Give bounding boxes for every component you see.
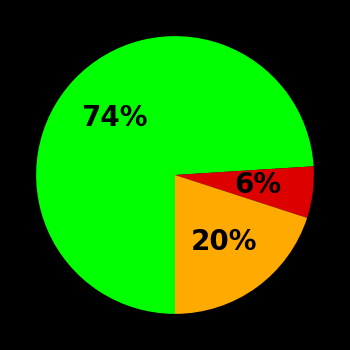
Wedge shape (175, 166, 314, 218)
Wedge shape (175, 175, 307, 314)
Text: 6%: 6% (234, 172, 281, 200)
Text: 20%: 20% (191, 229, 257, 257)
Wedge shape (36, 36, 314, 314)
Text: 74%: 74% (81, 104, 147, 132)
